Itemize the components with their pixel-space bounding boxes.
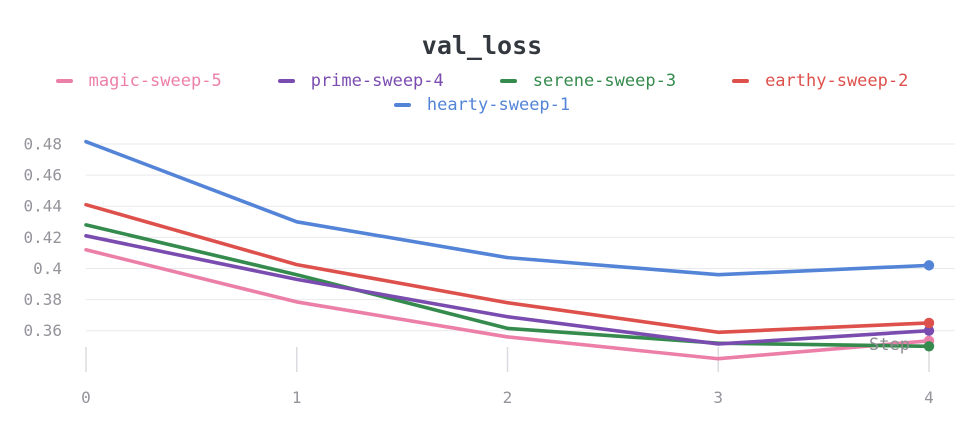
- series-line-hearty-sweep-1[interactable]: [84, 139, 931, 277]
- x-tick-label: 3: [713, 388, 723, 407]
- y-tick-label: 0.44: [23, 197, 62, 216]
- legend-label: hearty-sweep-1: [426, 95, 571, 115]
- y-tick-label: 0.36: [23, 321, 62, 340]
- series-endpoint-prime-sweep-4[interactable]: [923, 325, 935, 336]
- y-tick-label: 0.4: [33, 259, 62, 278]
- legend-item-hearty-sweep-1[interactable]: hearty-sweep-1: [393, 95, 571, 115]
- y-tick-label: 0.48: [23, 135, 62, 154]
- legend: magic-sweep-5 prime-sweep-4 serene-sweep-3…: [0, 71, 964, 115]
- legend-item-prime-sweep-4[interactable]: prime-sweep-4: [277, 71, 444, 91]
- legend-item-earthy-sweep-2[interactable]: earthy-sweep-2: [732, 71, 908, 91]
- x-tick-label: 1: [292, 388, 302, 407]
- series-line-prime-sweep-4[interactable]: [84, 234, 931, 346]
- y-tick-label: 0.38: [23, 290, 62, 309]
- y-tick-label: 0.42: [23, 228, 62, 247]
- legend-swatch-icon: [732, 79, 750, 83]
- series-line-earthy-sweep-2[interactable]: [84, 202, 931, 335]
- series-endpoint-earthy-sweep-2[interactable]: [923, 317, 935, 329]
- series-endpoint-serene-sweep-3[interactable]: [923, 341, 935, 352]
- legend-label: serene-sweep-3: [532, 71, 677, 91]
- legend-item-magic-sweep-5[interactable]: magic-sweep-5: [55, 71, 222, 91]
- x-tick-label: 0: [81, 388, 91, 407]
- legend-swatch-icon: [55, 79, 73, 83]
- legend-label: magic-sweep-5: [88, 71, 222, 91]
- series-endpoint-hearty-sweep-1[interactable]: [923, 260, 935, 271]
- legend-label: earthy-sweep-2: [765, 71, 909, 91]
- y-tick-label: 0.46: [23, 166, 62, 185]
- x-tick-label: 4: [924, 388, 934, 407]
- chart-title: val_loss: [421, 31, 543, 60]
- legend-row-2: hearty-sweep-1: [393, 95, 571, 115]
- legend-swatch-icon: [393, 103, 411, 107]
- legend-swatch-icon: [277, 79, 295, 83]
- legend-row-1: magic-sweep-5 prime-sweep-4 serene-sweep-3…: [55, 71, 908, 91]
- x-axis-title: Step: [869, 335, 910, 355]
- legend-label: prime-sweep-4: [310, 71, 444, 91]
- legend-item-serene-sweep-3[interactable]: serene-sweep-3: [499, 71, 677, 91]
- legend-swatch-icon: [499, 79, 517, 83]
- series-line-magic-sweep-5[interactable]: [84, 248, 931, 361]
- x-tick-label: 2: [503, 388, 513, 407]
- series-line-serene-sweep-3[interactable]: [84, 223, 931, 349]
